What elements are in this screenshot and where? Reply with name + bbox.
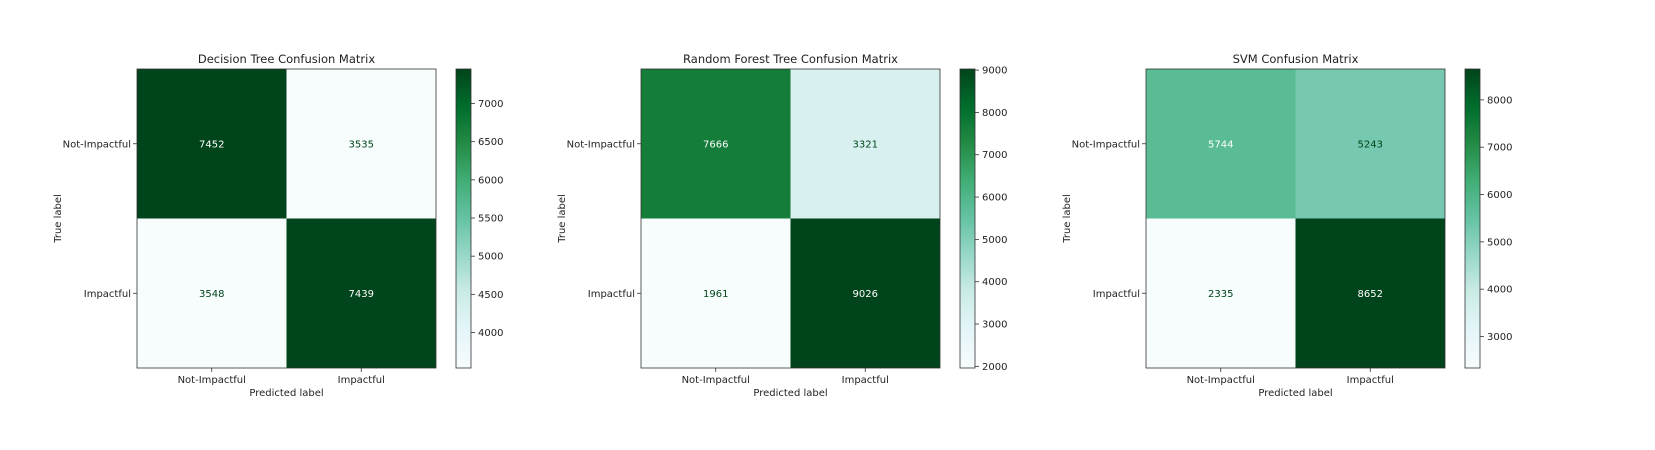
cell-value-label: 3548 [199,289,224,300]
cell-value-label: 3535 [349,139,374,150]
colorbar-tick-label: 3000 [982,320,1007,331]
confusion-matrix-panel: Random Forest Tree Confusion Matrix 7666 3… [557,52,1007,399]
x-tick-label: Not-Impactful [178,375,246,386]
x-tick-label: Impactful [338,375,385,386]
colorbar-tick-label: 6000 [1487,190,1512,201]
colorbar-tick-label: 5000 [982,235,1007,246]
colorbar-tick-label: 4000 [478,328,503,339]
colorbar-tick-label: 6000 [478,175,503,186]
x-axis-label: Predicted label [249,388,323,399]
y-tick-label: Impactful [1093,289,1140,300]
y-tick-label: Not-Impactful [567,139,635,150]
colorbar-tick-label: 8000 [982,108,1007,119]
y-tick-label: Not-Impactful [1072,139,1140,150]
cell-value-label: 7452 [199,139,224,150]
x-axis-label: Predicted label [753,388,827,399]
colorbar-tick-label: 6500 [478,137,503,148]
colorbar-tick-label: 4000 [982,277,1007,288]
y-tick-label: Not-Impactful [63,139,131,150]
cell-value-label: 9026 [853,289,878,300]
x-tick-label: Not-Impactful [1187,375,1255,386]
matrix-cell [1146,69,1296,219]
colorbar-tick-label: 4000 [1487,285,1512,296]
x-tick-label: Not-Impactful [682,375,750,386]
matrix-frame [640,68,941,369]
y-axis-label: True label [557,194,568,244]
colorbar-tick-label: 2000 [982,362,1007,373]
chart-title: SVM Confusion Matrix [1233,52,1359,66]
y-tick-label: Impactful [588,289,635,300]
x-tick-label: Impactful [1347,375,1394,386]
colorbar-tick-label: 9000 [982,66,1007,77]
colorbar-tick-label: 5000 [1487,237,1512,248]
colorbar [959,68,976,369]
colorbar-tick-label: 6000 [982,193,1007,204]
matrix-cell [1295,218,1445,368]
matrix-cell [286,218,436,368]
matrix-frame [136,68,437,369]
cell-value-label: 2335 [1208,289,1233,300]
y-axis-label: True label [1062,194,1073,244]
colorbar-tick-label: 3000 [1487,332,1512,343]
confusion-matrix-panel: Decision Tree Confusion Matrix 7452 3535 35… [53,52,503,399]
colorbar [1464,68,1481,369]
x-axis-label: Predicted label [1258,388,1332,399]
colorbar-tick-label: 7000 [982,150,1007,161]
matrix-cell [641,69,791,219]
matrix-cell [790,218,940,368]
colorbar-tick-label: 5500 [478,214,503,225]
matrix-cell [286,69,436,219]
matrix-cell [1295,69,1445,219]
cell-value-label: 5243 [1358,139,1383,150]
matrix-cell [1146,218,1296,368]
matrix-cell [137,218,287,368]
colorbar-tick-label: 4500 [478,290,503,301]
chart-title: Decision Tree Confusion Matrix [198,52,375,66]
cell-value-label: 5744 [1208,139,1233,150]
y-tick-label: Impactful [84,289,131,300]
colorbar-tick-label: 5000 [478,252,503,263]
colorbar-tick-label: 7000 [1487,143,1512,154]
matrix-cell [790,69,940,219]
chart-title: Random Forest Tree Confusion Matrix [683,52,898,66]
colorbar-tick-label: 8000 [1487,95,1512,106]
cell-value-label: 8652 [1358,289,1383,300]
cell-value-label: 7666 [703,139,728,150]
cell-value-label: 3321 [853,139,878,150]
cell-value-label: 7439 [349,289,374,300]
x-tick-label: Impactful [842,375,889,386]
y-axis-label: True label [53,194,64,244]
matrix-cell [137,69,287,219]
colorbar-tick-label: 7000 [478,99,503,110]
matrix-cell [641,218,791,368]
cell-value-label: 1961 [703,289,728,300]
confusion-matrix-panel: SVM Confusion Matrix 5744 5243 2335 8652 Not-… [1062,52,1512,399]
matrix-frame [1145,68,1446,369]
colorbar [455,68,472,369]
